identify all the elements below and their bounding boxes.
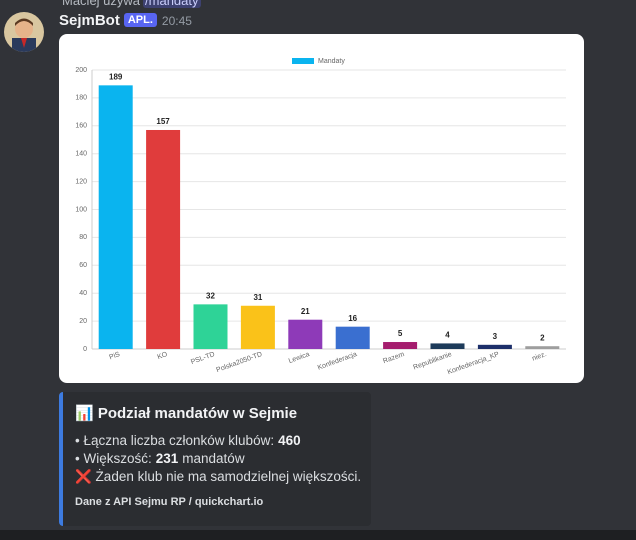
data-label: 3: [493, 332, 498, 341]
bar: [335, 326, 370, 349]
app-badge: APL.: [123, 13, 157, 27]
x-tick-label: Republikanie: [412, 351, 453, 371]
data-label: 5: [398, 329, 403, 338]
x-tick-label: Konfederacja_KP: [447, 351, 501, 376]
y-tick-label: 140: [75, 151, 87, 158]
x-tick-label: Razem: [382, 351, 405, 365]
avatar-image: [4, 12, 44, 52]
y-tick-label: 200: [75, 67, 87, 74]
x-tick-label: PiS: [108, 351, 121, 361]
embed-line: • Większość: 231 mandatów: [75, 451, 245, 466]
data-label: 157: [156, 117, 170, 126]
author-name[interactable]: SejmBot: [59, 12, 120, 29]
x-tick-label: niez.: [531, 351, 547, 363]
embed: 📊 Podział mandatów w Sejmie • Łączna lic…: [59, 392, 371, 526]
x-tick-label: Lewica: [288, 351, 311, 365]
x-tick-label: PSL-TD: [190, 351, 216, 366]
bar: [477, 344, 512, 349]
y-tick-label: 120: [75, 178, 87, 185]
bottom-bar: [0, 530, 636, 540]
y-tick-label: 40: [79, 290, 87, 297]
legend-label: Mandaty: [318, 58, 345, 65]
line-label: • Większość:: [75, 451, 152, 466]
timestamp: 20:45: [161, 14, 192, 28]
y-tick-label: 0: [83, 346, 87, 353]
chart: Mandaty 0 20 40 60 80 100 120 140 160 180 200 PiS 189…: [75, 58, 566, 376]
bar: [193, 304, 228, 349]
avatar[interactable]: [4, 12, 44, 52]
data-label: 189: [109, 72, 123, 81]
y-tick-label: 180: [75, 95, 87, 102]
y-tick-label: 20: [79, 318, 87, 325]
line-suffix: mandatów: [182, 451, 245, 466]
reply-line: Maciej używa/mandaty: [62, 0, 201, 8]
bar: [525, 346, 560, 349]
data-label: 4: [445, 331, 450, 340]
x-tick-label: Polska2050-TD: [215, 351, 263, 374]
y-tick-label: 100: [75, 206, 87, 213]
data-label: 16: [348, 314, 357, 323]
reply-user[interactable]: Maciej używa: [62, 0, 141, 8]
line-value: 231: [155, 451, 179, 466]
x-tick-label: KO: [157, 351, 169, 361]
bar: [146, 129, 181, 349]
embed-line: • Łączna liczba członków klubów: 460: [75, 433, 301, 448]
line-value: 460: [278, 433, 301, 448]
embed-footer: Dane z API Sejmu RP / quickchart.io: [75, 496, 264, 508]
y-tick-label: 80: [79, 234, 87, 241]
bar: [98, 85, 133, 349]
embed-title: 📊 Podział mandatów w Sejmie: [75, 405, 298, 422]
data-label: 21: [301, 307, 310, 316]
y-tick-label: 60: [79, 262, 87, 269]
data-label: 2: [540, 333, 545, 342]
data-label: 32: [206, 291, 215, 300]
bar: [430, 343, 465, 349]
line-label: • Łączna liczba członków klubów:: [75, 433, 275, 448]
chart-image[interactable]: Mandaty 0 20 40 60 80 100 120 140 160 180 200 PiS 189…: [59, 34, 584, 383]
bar: [240, 305, 275, 349]
x-tick-label: Konfederacja: [317, 351, 358, 372]
data-label: 31: [253, 293, 262, 302]
bar: [288, 319, 323, 349]
embed-line: ❌ Żaden klub nie ma samodzielnej większo…: [75, 469, 361, 485]
legend-swatch: [292, 58, 314, 64]
message-header: SejmBot APL. 20:45: [59, 12, 192, 30]
bar: [383, 342, 418, 349]
y-tick-label: 160: [75, 123, 87, 130]
reply-command[interactable]: /mandaty: [143, 0, 201, 8]
line-label: ❌ Żaden klub nie ma samodzielnej większo…: [75, 469, 362, 484]
